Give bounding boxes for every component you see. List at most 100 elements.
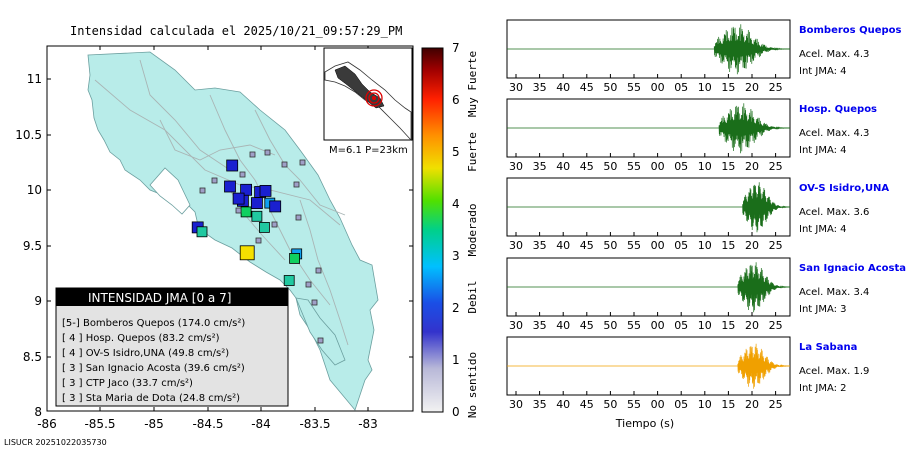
colorbar-label: Muy Fuerte — [466, 51, 479, 117]
time-tick-label: 00 — [651, 160, 665, 173]
x-axis-ticks: -86 -85.5 -85 -84.5 -84 -83.5 -83 — [37, 417, 378, 431]
trace-station-name: Bomberos Quepos — [799, 25, 902, 36]
time-tick-label: 45 — [580, 81, 594, 94]
trace-jma-label: Int JMA: 3 — [799, 304, 847, 315]
time-tick-label: 50 — [603, 81, 617, 94]
trace-station-name: San Ignacio Acosta — [799, 263, 906, 274]
station-marker — [240, 206, 252, 218]
time-tick-label: 50 — [603, 160, 617, 173]
colorbar-tick: 4 — [452, 197, 460, 211]
colorbar-tick: 1 — [452, 353, 460, 367]
colorbar — [421, 47, 444, 413]
time-tick-label: 10 — [698, 160, 712, 173]
legend-title: INTENSIDAD JMA [0 a 7] — [88, 291, 231, 305]
x-tick-label: -85 — [144, 417, 164, 431]
trace-accel-label: Acel. Max. 4.3 — [799, 128, 869, 139]
inset-map: M=6.1 P=23km — [323, 47, 413, 156]
colorbar-tick: 2 — [452, 301, 460, 315]
trace-accel-label: Acel. Max. 4.3 — [799, 49, 869, 60]
y-tick-label: 8.5 — [23, 350, 42, 364]
colorbar-tick: 6 — [452, 93, 460, 107]
time-tick-label: 10 — [698, 239, 712, 252]
y-axis-ticks: 11 10.5 10 9.5 9 8.5 8 — [15, 72, 42, 419]
time-tick-label: 35 — [533, 160, 547, 173]
axis-tick-marks — [46, 46, 413, 411]
trace-station-name: OV-S Isidro,UNA — [799, 183, 889, 194]
time-tick-label: 20 — [745, 81, 759, 94]
time-tick-label: 25 — [769, 160, 783, 173]
trace-panel — [506, 19, 791, 79]
waveform-trace — [737, 343, 790, 389]
time-tick-label: 50 — [603, 398, 617, 411]
time-tick-label: 05 — [674, 398, 688, 411]
time-tick-label: 40 — [556, 319, 570, 332]
trace-jma-label: Int JMA: 4 — [799, 224, 847, 235]
colorbar-label: Moderado — [466, 204, 479, 257]
station-marker — [224, 180, 236, 193]
x-tick-label: -86 — [37, 417, 57, 431]
time-tick-label: 00 — [651, 398, 665, 411]
trace-panel — [506, 98, 791, 158]
time-tick-label: 05 — [674, 319, 688, 332]
y-tick-label: 10 — [27, 183, 42, 197]
x-tick-label: -85.5 — [84, 417, 115, 431]
trace-panel — [506, 336, 791, 396]
trace-jma-label: Int JMA: 2 — [799, 383, 847, 394]
colorbar-label: No sentido — [466, 352, 479, 418]
trace-panel — [506, 177, 791, 237]
trace-jma-label: Int JMA: 4 — [799, 66, 847, 77]
time-tick-label: 20 — [745, 319, 759, 332]
time-tick-label: 25 — [769, 398, 783, 411]
intensity-map: -86 -85.5 -85 -84.5 -84 -83.5 -83 11 10.… — [15, 41, 479, 431]
time-tick-label: 15 — [721, 319, 735, 332]
y-tick-label: 9.5 — [23, 239, 42, 253]
time-tick-label: 25 — [769, 319, 783, 332]
inset-magnitude-label: M=6.1 P=23km — [329, 145, 408, 156]
time-tick-label: 40 — [556, 239, 570, 252]
time-tick-label: 40 — [556, 160, 570, 173]
time-tick-label: 55 — [627, 160, 641, 173]
time-tick-label: 55 — [627, 398, 641, 411]
trace-accel-label: Acel. Max. 3.4 — [799, 287, 869, 298]
time-tick-label: 15 — [721, 398, 735, 411]
legend-entry: [ 3 ] CTP Jaco (33.7 cm/s²) — [62, 378, 193, 389]
time-tick-label: 35 — [533, 81, 547, 94]
legend-entry: [ 4 ] Hosp. Quepos (83.2 cm/s²) — [62, 333, 220, 344]
trace-accel-label: Acel. Max. 3.6 — [799, 207, 869, 218]
time-tick-label: 45 — [580, 239, 594, 252]
chart-title: Intensidad calculada el 2025/10/21_09:57… — [70, 24, 403, 38]
time-tick-label: 25 — [769, 81, 783, 94]
x-tick-label: -84.5 — [192, 417, 223, 431]
legend-entry: [ 3 ] Sta Maria de Dota (24.8 cm/s²) — [62, 393, 240, 404]
x-tick-label: -83.5 — [299, 417, 330, 431]
legend-entry: [5-] Bomberos Quepos (174.0 cm/s²) — [62, 318, 245, 329]
station-marker — [239, 245, 255, 261]
time-tick-label: 10 — [698, 398, 712, 411]
time-tick-label: 35 — [533, 398, 547, 411]
trace-panel — [506, 257, 791, 317]
y-tick-label: 9 — [34, 294, 42, 308]
time-tick-label: 55 — [627, 239, 641, 252]
time-tick-label: 25 — [769, 239, 783, 252]
x-tick-label: -83 — [358, 417, 378, 431]
time-tick-label: 30 — [509, 81, 523, 94]
colorbar-tick: 3 — [452, 249, 460, 263]
waveform-trace — [718, 103, 790, 154]
station-markers — [191, 159, 303, 286]
waveform-trace — [737, 262, 790, 313]
time-tick-label: 10 — [698, 319, 712, 332]
trace-station-name: Hosp. Quepos — [799, 104, 877, 115]
station-marker — [289, 252, 301, 264]
time-tick-label: 50 — [603, 239, 617, 252]
time-tick-label: 45 — [580, 319, 594, 332]
trace-jma-label: Int JMA: 4 — [799, 145, 847, 156]
colorbar-tick: 5 — [452, 145, 460, 159]
time-tick-label: 50 — [603, 319, 617, 332]
y-tick-label: 8 — [34, 405, 42, 419]
station-marker — [259, 184, 272, 197]
time-tick-label: 55 — [627, 319, 641, 332]
time-tick-label: 20 — [745, 160, 759, 173]
colorbar-label: Fuerte — [466, 132, 479, 172]
time-tick-label: 30 — [509, 160, 523, 173]
trace-station-name: La Sabana — [799, 342, 857, 353]
